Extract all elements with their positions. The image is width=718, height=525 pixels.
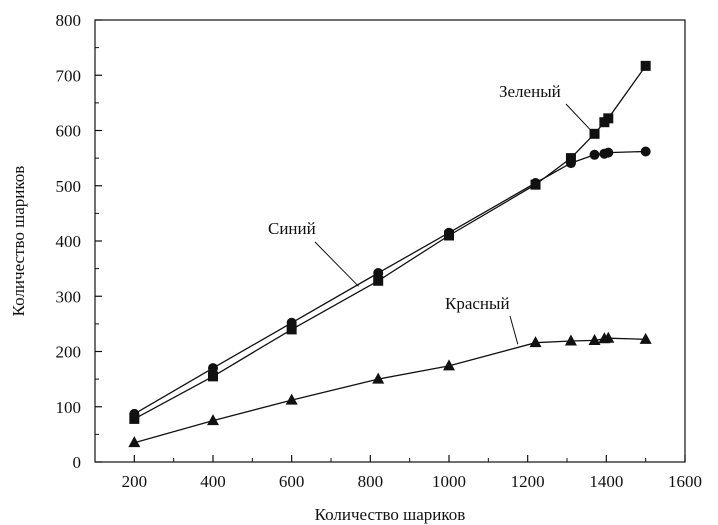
x-tick-label: 1600	[668, 472, 702, 491]
y-tick-label: 200	[56, 343, 82, 362]
label-leaders	[314, 103, 593, 345]
x-tick-label: 800	[358, 472, 384, 491]
point-square	[640, 60, 651, 71]
point-circle	[373, 268, 384, 279]
x-axis-ticks: 200 400 600 800 1000 1200 1400 1600	[94, 455, 702, 491]
point-triangle	[285, 393, 298, 405]
point-square	[603, 113, 614, 124]
y-tick-label: 300	[56, 287, 82, 306]
point-triangle	[207, 414, 219, 426]
plot-frame	[94, 19, 686, 463]
series-markers	[128, 60, 652, 448]
point-triangle	[602, 331, 615, 343]
y-axis-ticks: 0 100 200 300 400 500 600 700 800	[56, 11, 102, 472]
x-tick-label: 1200	[511, 472, 545, 491]
leader-red	[509, 315, 519, 345]
point-circle	[640, 146, 651, 157]
point-square	[589, 128, 600, 139]
point-triangle	[529, 336, 542, 348]
point-triangle	[639, 332, 652, 344]
series-lines	[133, 65, 647, 444]
point-triangle	[128, 436, 141, 448]
y-tick-label: 0	[73, 453, 82, 472]
y-tick-label: 800	[56, 11, 82, 30]
point-square	[565, 153, 576, 164]
y-tick-label: 500	[56, 177, 82, 196]
x-tick-label: 1400	[589, 472, 623, 491]
point-square	[444, 230, 454, 241]
leader-blue	[314, 241, 359, 287]
point-circle	[208, 363, 218, 374]
point-square	[129, 413, 140, 424]
point-square	[373, 275, 384, 286]
x-tick-label: 400	[200, 472, 226, 491]
x-tick-label: 600	[279, 472, 305, 491]
series-label-blue: Синий	[268, 219, 316, 238]
point-triangle	[588, 333, 601, 345]
x-tick-label: 1000	[432, 472, 466, 491]
leader-green	[565, 103, 593, 133]
point-circle	[603, 147, 614, 158]
point-square	[530, 179, 541, 190]
x-tick-label: 200	[122, 472, 148, 491]
point-square	[208, 371, 218, 382]
x-axis-title: Количество шариков	[315, 505, 466, 524]
point-circle	[589, 149, 600, 160]
y-tick-label: 600	[56, 122, 82, 141]
point-triangle	[564, 334, 577, 346]
y-tick-label: 400	[56, 232, 82, 251]
point-square	[286, 324, 297, 335]
point-triangle	[372, 372, 385, 384]
y-tick-label: 100	[56, 398, 82, 417]
point-triangle	[443, 359, 455, 371]
y-axis-title: Количество шариков	[9, 166, 28, 317]
y-tick-label: 700	[56, 66, 82, 85]
series-line-2	[134, 337, 646, 444]
series-label-red: Красный	[445, 294, 510, 313]
series-label-green: Зеленый	[499, 82, 561, 101]
